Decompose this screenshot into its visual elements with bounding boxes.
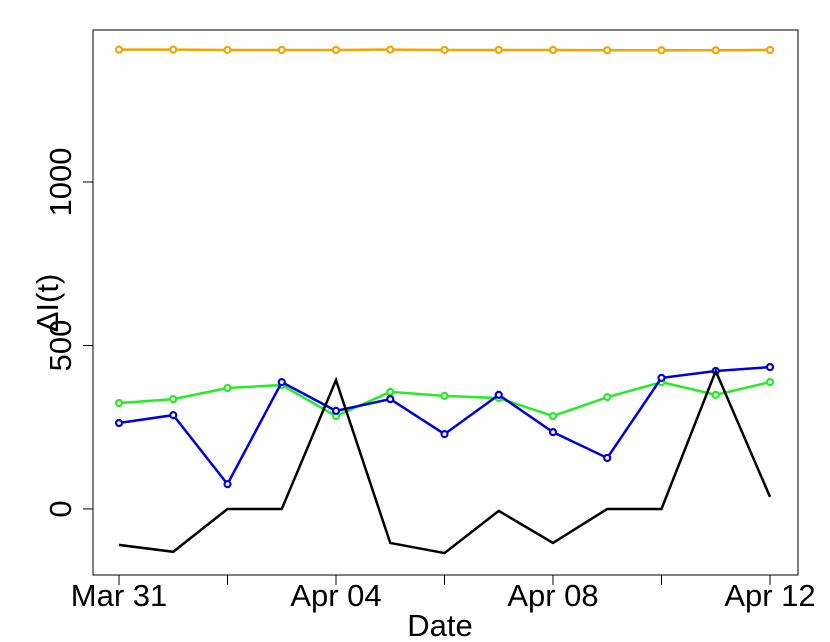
- point: [548, 428, 558, 437]
- point: [765, 378, 775, 387]
- point: [711, 390, 720, 399]
- point: [169, 395, 178, 404]
- point: [277, 45, 286, 55]
- point: [114, 398, 124, 408]
- point: [386, 45, 395, 54]
- series-line: [118, 367, 772, 555]
- point: [331, 45, 341, 55]
- point: [169, 45, 178, 54]
- y-tick-label: 0: [43, 500, 78, 517]
- point: [657, 373, 666, 382]
- point: [440, 391, 449, 400]
- point: [440, 429, 449, 439]
- point: [603, 453, 612, 463]
- point: [494, 45, 503, 55]
- x-tick-label: Apr 12: [724, 578, 815, 613]
- plot-frame: [92, 29, 799, 576]
- x-tick-label: Apr 04: [290, 578, 381, 613]
- point: [114, 45, 124, 54]
- x-tick-label: Apr 08: [507, 578, 598, 613]
- point: [277, 378, 286, 387]
- y-tick-label: 1000: [43, 148, 78, 217]
- point: [331, 406, 341, 415]
- point: [223, 45, 232, 55]
- point: [657, 46, 666, 55]
- point: [114, 418, 124, 428]
- point: [765, 362, 775, 372]
- point: [765, 45, 775, 55]
- point: [548, 412, 558, 421]
- point: [386, 395, 395, 404]
- point: [223, 383, 232, 393]
- point: [440, 45, 449, 55]
- y-axis-label: ΔI(t): [30, 274, 65, 333]
- point: [548, 45, 558, 55]
- point: [603, 393, 612, 402]
- point: [223, 480, 232, 489]
- y-tick-label: 500: [43, 320, 78, 372]
- point: [711, 46, 720, 55]
- point: [169, 411, 178, 420]
- point: [603, 46, 612, 55]
- x-axis-label: Date: [407, 608, 472, 642]
- x-tick-label: Mar 31: [71, 578, 167, 613]
- point: [494, 390, 503, 399]
- point: [386, 387, 395, 397]
